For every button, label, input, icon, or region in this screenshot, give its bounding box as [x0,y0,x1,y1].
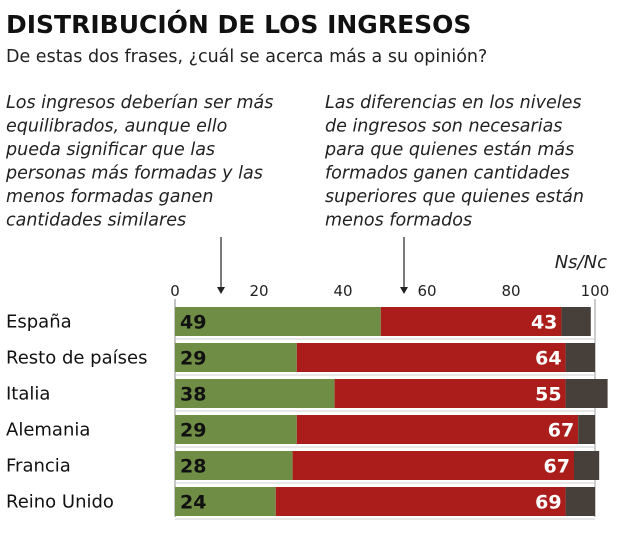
left-statement-line: personas más formadas y las [5,164,263,184]
bar-segment [175,451,293,480]
x-tick-label: 0 [170,282,180,300]
x-tick-label: 40 [333,282,352,300]
x-tick-label: 100 [581,282,610,300]
category-label: Reino Unido [6,492,114,513]
data-label: 55 [535,384,561,406]
bar-segment [565,343,595,372]
left-statement-line: menos formadas ganen [6,187,213,207]
left-statement-line: Los ingresos deberían ser más [6,93,273,113]
category-label: Resto de países [6,348,147,369]
right-statement-line: para que quienes están más [324,140,574,160]
category-label: Alemania [6,420,90,441]
left-statement-line: pueda significar que las [5,140,215,160]
left-statement-line: cantidades similares [6,211,186,231]
bar-segment [578,415,595,444]
data-label: 67 [544,456,570,478]
bar-segment [565,487,595,516]
data-label: 67 [548,420,574,442]
data-label: 49 [180,312,206,334]
right-statement-line: Las diferencias en los niveles [325,93,581,113]
data-label: 29 [180,420,206,442]
data-label: 28 [180,456,206,478]
right-statement-line: formados ganen cantidades [325,164,570,184]
category-label: Italia [6,384,50,405]
category-label: Francia [6,456,71,477]
bar-segment [175,343,297,372]
left-statement-line: equilibrados, aunque ello [6,117,227,137]
bar-segment [565,379,608,408]
data-label: 29 [180,348,206,370]
right-statement-line: de ingresos son necesarias [325,117,562,137]
data-label: 69 [535,492,561,514]
bar-segment [574,451,600,480]
bar-segment [175,379,335,408]
data-label: 24 [180,492,206,514]
nsnc-label: Ns/Nc [555,252,607,273]
chart-title: DISTRIBUCIÓN DE LOS INGRESOS [6,9,471,39]
bar-segment [561,307,591,336]
data-label: 64 [535,348,561,370]
data-label: 43 [531,312,557,334]
x-tick-label: 20 [249,282,268,300]
bar-segment [296,343,566,372]
chart-subtitle: De estas dos frases, ¿cuál se acerca más… [6,47,487,67]
left-arrow-head [217,287,225,294]
bar-segment [296,415,579,444]
bar-segment [334,379,566,408]
bar-segment [275,487,566,516]
category-label: España [6,312,72,333]
right-arrow-head [400,287,408,294]
x-tick-label: 80 [501,282,520,300]
bar-segment [292,451,574,480]
x-tick-label: 60 [417,282,436,300]
bar-segment [175,415,297,444]
right-statement-line: menos formados [325,211,472,231]
bar-segment [380,307,562,336]
data-label: 38 [180,384,206,406]
bar-segment [175,307,381,336]
right-statement-line: superiores que quienes están [325,187,584,207]
bar-segment [175,487,276,516]
